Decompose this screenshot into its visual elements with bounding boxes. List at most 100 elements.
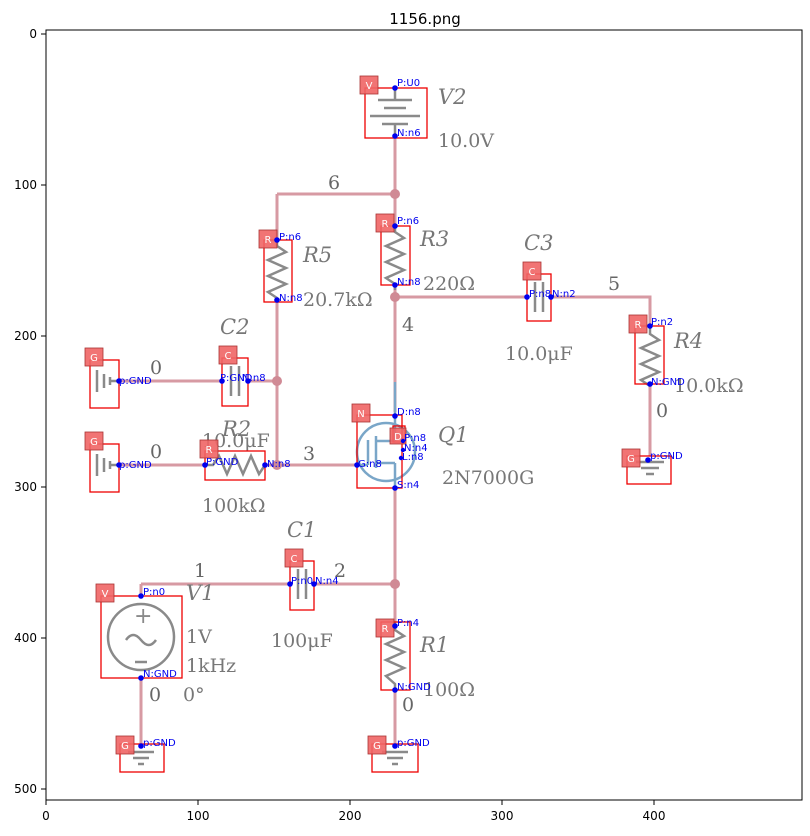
net-labels: 6 4 5 3 1 2 0 0 0 0 0 (149, 172, 668, 716)
tag-badge: G (115, 735, 135, 755)
component-labels: V2 10.0V R3 220Ω R5 20.7kΩ C3 10.0μF R4 … (183, 85, 744, 706)
x-tick-label: 400 (643, 809, 666, 823)
r1-resistor-symbol (382, 622, 408, 690)
pin-label: P:n4 (397, 618, 419, 629)
pin-label: P:n6 (397, 216, 419, 227)
pin-label: p:GND (650, 451, 683, 462)
svg-text:+: + (134, 604, 152, 629)
net-label: 1 (194, 560, 206, 582)
svg-text:R: R (265, 235, 272, 246)
c3-capacitor-symbol (533, 282, 545, 312)
svg-text:R: R (382, 219, 389, 230)
svg-text:G: G (373, 741, 381, 752)
r5-name: R5 (302, 243, 332, 267)
net-label: 6 (328, 172, 340, 194)
y-tick-label: 0 (29, 27, 37, 41)
pin-label: P:n0 (291, 576, 313, 587)
pin-label: N:n8 (279, 293, 303, 304)
pin-label: N:GND (651, 377, 685, 388)
svg-text:C: C (291, 554, 298, 565)
q1-value: 2N7000G (442, 467, 534, 489)
r3-resistor-symbol (382, 226, 408, 290)
r2-value: 100kΩ (202, 495, 266, 517)
x-tick-label: 200 (339, 809, 362, 823)
pin-annotations: P:U0 N:n6 P:n6 N:n8 P:n6 N:n8 P:n8 N:n2 … (116, 78, 685, 749)
r4-name: R4 (673, 329, 703, 353)
c2-capacitor-symbol (229, 366, 241, 396)
tag-badge: G (84, 431, 104, 451)
pin-label: P:GND (206, 457, 239, 468)
tag-badge: R (258, 229, 278, 249)
c1-name: C1 (287, 518, 316, 542)
pin-label: D:n8 (397, 407, 421, 418)
net-label: 0 (656, 400, 668, 422)
svg-text:C: C (529, 267, 536, 278)
pin-label: N:n4 (315, 576, 339, 587)
tag-badge: V (95, 583, 115, 603)
y-tick-label: 300 (14, 480, 37, 494)
pin-label: N:GND (143, 669, 177, 680)
pin-label: P:n6 (279, 232, 301, 243)
tag-badge: N (351, 403, 371, 423)
v1-name: V1 (186, 581, 215, 605)
tag-badge: G (84, 347, 104, 367)
v2-value: 10.0V (438, 130, 494, 152)
pin-label: N:n8 (242, 373, 266, 384)
v2-battery-symbol (370, 90, 420, 138)
q1-name: Q1 (438, 423, 469, 447)
r1-name: R1 (419, 633, 449, 657)
pin-label: S:n4 (397, 480, 419, 491)
tag-badge: R (375, 618, 395, 638)
tag-badge: C (218, 345, 238, 365)
net-label: 5 (608, 273, 620, 295)
c1-value: 100μF (271, 630, 333, 652)
svg-text:C: C (225, 351, 232, 362)
plot-frame (45, 29, 803, 801)
pin-label: G:n8 (358, 459, 382, 470)
net-label: 2 (334, 560, 346, 582)
r2-resistor-symbol (205, 452, 267, 478)
tag-badge: G (621, 448, 641, 468)
pin-label: N:n4 (404, 443, 428, 454)
svg-text:V: V (366, 81, 373, 92)
pin-label: P:GND (220, 373, 253, 384)
tag-badge: G (367, 735, 387, 755)
net-label: 0 (150, 357, 162, 379)
net-label: 0 (149, 684, 161, 706)
pin-label: P:n8 (529, 289, 551, 300)
pin-label: P:n0 (143, 587, 165, 598)
svg-text:D: D (394, 432, 402, 443)
x-axis: 0 100 200 300 400 (42, 800, 665, 823)
tag-badge: R (628, 314, 648, 334)
pin-label: N:GND (397, 682, 431, 693)
net-label: 0 (402, 694, 414, 716)
tag-badge: C (522, 261, 542, 281)
svg-text:G: G (627, 454, 635, 465)
pin-label: L:n8 (402, 452, 424, 463)
v2-name: V2 (438, 85, 467, 109)
svg-text:V: V (102, 589, 109, 600)
r3-value: 220Ω (423, 273, 475, 295)
pin-label: p:GND (143, 738, 176, 749)
svg-text:G: G (121, 741, 129, 752)
svg-text:G: G (90, 353, 98, 364)
r5-resistor-symbol (264, 240, 290, 302)
net-label: 4 (402, 314, 414, 336)
ground-icon (636, 460, 664, 476)
r3-name: R3 (419, 227, 449, 251)
svg-text:G: G (90, 437, 98, 448)
svg-text:R: R (382, 624, 389, 635)
tag-badge: R (375, 213, 395, 233)
c3-name: C3 (524, 231, 553, 255)
v1-frequency: 1kHz (186, 655, 236, 677)
class-tags: V R R C R G C G R G N D C V R G G (84, 75, 648, 755)
c3-value: 10.0μF (505, 343, 573, 365)
v1-value: 1V (186, 626, 212, 648)
x-tick-label: 100 (187, 809, 210, 823)
tag-badge: C (284, 548, 304, 568)
pin-label: P:n2 (651, 317, 673, 328)
pin-label: N:n6 (397, 128, 421, 139)
y-tick-label: 100 (14, 178, 37, 192)
net-label: 3 (303, 443, 315, 465)
